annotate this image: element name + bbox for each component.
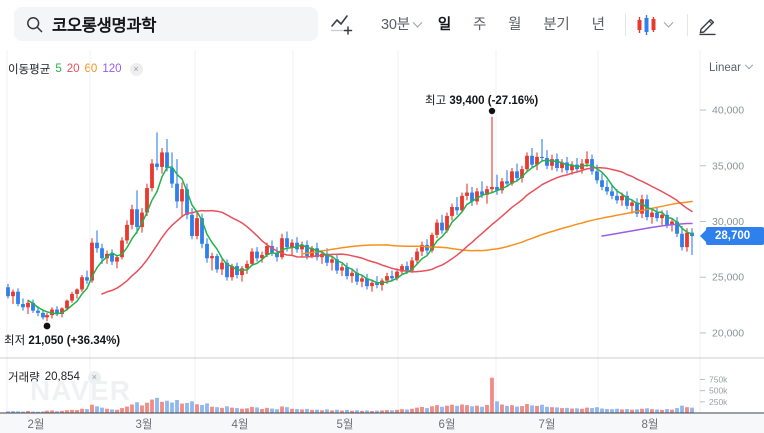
interval-week[interactable]: 주 [473, 17, 487, 33]
candlestick-icon[interactable] [635, 14, 659, 36]
scale-selector[interactable]: Linear [709, 60, 754, 74]
high-annotation: 최고 39,400 (-27.16%) [425, 92, 538, 108]
chart-type-dropdown[interactable] [661, 17, 678, 29]
x-axis-tick: 2월 [28, 418, 45, 431]
low-annotation-label: 최저 [4, 335, 26, 347]
volume-legend-value: 20,854 [44, 371, 80, 383]
x-axis-tick: 3월 [136, 418, 153, 431]
interval-month[interactable]: 월 [508, 17, 522, 33]
x-axis-band [0, 414, 764, 433]
interval-quarter[interactable]: 분기 [543, 17, 570, 33]
ma5-line [27, 159, 693, 315]
low-annotation: 최저 21,050 (+36.34%) [4, 332, 120, 348]
header-divider-2 [686, 14, 688, 36]
x-axis-tick: 5월 [337, 418, 354, 431]
volume-axis-tick: 250k [709, 397, 728, 407]
high-annotation-value: 39,400 (-27.16%) [449, 95, 539, 107]
ma120-line [601, 222, 693, 237]
x-axis-tick: 8월 [642, 418, 659, 431]
interval-30m-label: 30분 [381, 17, 410, 33]
volume-axis-tick: 500k [709, 386, 728, 396]
close-icon[interactable]: × [129, 62, 143, 76]
ma-period-60[interactable]: 60 [84, 63, 98, 75]
price-axis-tick: 20,000 [712, 327, 744, 339]
ma-period-20[interactable]: 20 [66, 63, 80, 75]
ma-period-120[interactable]: 120 [102, 63, 122, 75]
search-input[interactable]: 코오롱생명과학 [14, 7, 318, 41]
price-axis-tick: 35,000 [712, 160, 744, 172]
ma-legend-title: 이동평균 [8, 64, 51, 76]
scale-label: Linear [709, 62, 741, 74]
ma20-line [101, 166, 693, 295]
chart-plot-area[interactable]: NAVER 40,000 35,000 30,000 25,000 20,000 750k… [0, 50, 764, 433]
current-price-badge: 28,700 [706, 227, 764, 245]
moving-average-legend: 이동평균 5 20 60 120 × [8, 61, 143, 77]
x-axis-tick: 4월 [232, 418, 249, 431]
interval-30m[interactable]: 30분 [370, 0, 427, 50]
ma-period-5[interactable]: 5 [55, 63, 62, 75]
header-tools: 30분 일 주 월 분기 년 [330, 0, 719, 50]
chevron-down-icon [412, 17, 423, 28]
ma60-line [301, 200, 693, 255]
candlesticks [6, 116, 694, 322]
chart-canvas[interactable]: 40,000 35,000 30,000 25,000 20,000 750k 500k25… [0, 50, 764, 433]
price-axis-tick: 25,000 [712, 272, 744, 284]
price-axis-tick: 40,000 [712, 105, 744, 117]
close-icon[interactable]: × [87, 370, 101, 384]
volume-axis-tick: 750k [709, 374, 728, 384]
interval-year[interactable]: 년 [591, 17, 605, 33]
x-axis-tick: 7월 [539, 418, 556, 431]
search-value: 코오롱생명과학 [52, 17, 157, 35]
volume-bars [6, 377, 694, 413]
volume-legend-title: 거래량 [8, 372, 40, 384]
volume-legend: 거래량 20,854 × [8, 369, 101, 385]
interval-selector: 30분 일 주 월 분기 년 [370, 0, 616, 50]
price-axis-tick: 30,000 [712, 216, 744, 228]
x-axis-tick: 6월 [439, 418, 456, 431]
low-marker-dot [43, 322, 51, 330]
line-chart-plus-icon[interactable] [330, 13, 356, 37]
interval-day[interactable]: 일 [437, 17, 452, 33]
header-divider [624, 14, 626, 36]
pencil-icon[interactable] [697, 14, 719, 36]
low-annotation-value: 21,050 (+36.34%) [28, 335, 121, 347]
app-header: 코오롱생명과학 30분 일 주 월 분기 년 [0, 0, 764, 50]
search-icon [26, 16, 43, 33]
chevron-down-icon [663, 17, 674, 28]
high-marker-dot [488, 107, 496, 115]
high-annotation-label: 최고 [425, 95, 447, 107]
